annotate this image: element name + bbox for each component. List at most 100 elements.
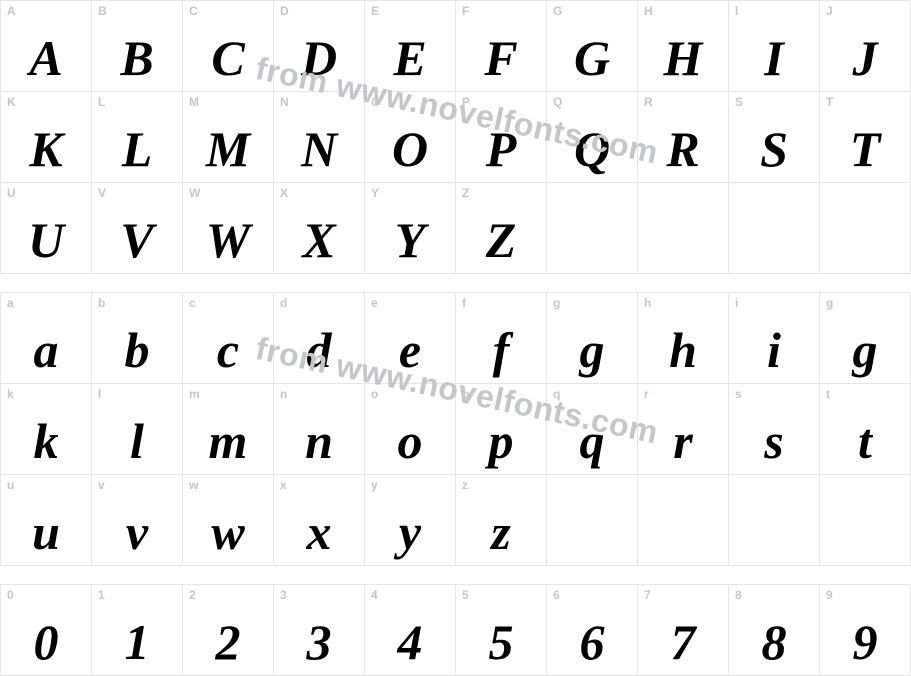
glyph-cell: RR bbox=[638, 92, 729, 183]
lowercase-grid: aabbccddeeffgghhiiggkkllmmnnooppqqrrsstt… bbox=[0, 292, 910, 566]
cell-label: b bbox=[98, 296, 105, 310]
cell-label: r bbox=[644, 387, 649, 401]
cell-label: P bbox=[462, 95, 470, 109]
cell-glyph: F bbox=[456, 33, 546, 83]
cell-label: X bbox=[280, 186, 288, 200]
cell-label: q bbox=[553, 387, 560, 401]
cell-label: g bbox=[553, 296, 560, 310]
cell-glyph: 0 bbox=[1, 617, 91, 667]
cell-glyph: v bbox=[92, 507, 182, 557]
cell-label: d bbox=[280, 296, 287, 310]
cell-glyph: m bbox=[183, 416, 273, 466]
cell-glyph: Q bbox=[547, 124, 637, 174]
cell-glyph: B bbox=[92, 33, 182, 83]
glyph-cell bbox=[729, 183, 820, 274]
cell-glyph: X bbox=[274, 215, 364, 265]
cell-label: N bbox=[280, 95, 289, 109]
glyph-cell: VV bbox=[92, 183, 183, 274]
cell-label: L bbox=[98, 95, 105, 109]
glyph-cell: MM bbox=[183, 92, 274, 183]
cell-label: v bbox=[98, 478, 105, 492]
cell-glyph: 7 bbox=[638, 617, 728, 667]
cell-glyph: 9 bbox=[820, 617, 910, 667]
cell-label: f bbox=[462, 296, 466, 310]
cell-label: 0 bbox=[7, 588, 14, 602]
cell-glyph: i bbox=[729, 325, 819, 375]
cell-glyph: e bbox=[365, 325, 455, 375]
cell-label: 7 bbox=[644, 588, 651, 602]
cell-label: V bbox=[98, 186, 106, 200]
cell-label: n bbox=[280, 387, 287, 401]
glyph-cell: ww bbox=[183, 475, 274, 566]
cell-glyph: k bbox=[1, 416, 91, 466]
cell-label: M bbox=[189, 95, 199, 109]
cell-label: J bbox=[826, 4, 833, 18]
cell-label: g bbox=[826, 296, 833, 310]
glyph-cell: 88 bbox=[729, 585, 820, 676]
cell-label: 3 bbox=[280, 588, 287, 602]
cell-glyph: c bbox=[183, 325, 273, 375]
cell-glyph: T bbox=[820, 124, 910, 174]
cell-glyph: S bbox=[729, 124, 819, 174]
cell-glyph: 8 bbox=[729, 617, 819, 667]
cell-label: G bbox=[553, 4, 562, 18]
font-character-map: AABBCCDDEEFFGGHHIIJJKKLLMMNNOOPPQQRRSSTT… bbox=[0, 0, 911, 676]
glyph-cell bbox=[547, 183, 638, 274]
cell-label: Q bbox=[553, 95, 562, 109]
glyph-cell: 11 bbox=[92, 585, 183, 676]
cell-label: H bbox=[644, 4, 653, 18]
glyph-cell: NN bbox=[274, 92, 365, 183]
glyph-cell: ZZ bbox=[456, 183, 547, 274]
glyph-cell: qq bbox=[547, 384, 638, 475]
glyph-cell: JJ bbox=[820, 1, 911, 92]
cell-glyph: t bbox=[820, 416, 910, 466]
glyph-cell: ll bbox=[92, 384, 183, 475]
cell-label: R bbox=[644, 95, 653, 109]
cell-glyph: 3 bbox=[274, 617, 364, 667]
glyph-cell bbox=[547, 475, 638, 566]
glyph-cell: OO bbox=[365, 92, 456, 183]
glyph-cell: bb bbox=[92, 293, 183, 384]
cell-label: F bbox=[462, 4, 469, 18]
glyph-cell: SS bbox=[729, 92, 820, 183]
cell-glyph: r bbox=[638, 416, 728, 466]
glyph-cell: gg bbox=[547, 293, 638, 384]
glyph-cell: dd bbox=[274, 293, 365, 384]
cell-glyph: u bbox=[1, 507, 91, 557]
glyph-cell: ii bbox=[729, 293, 820, 384]
glyph-cell: AA bbox=[1, 1, 92, 92]
cell-glyph: d bbox=[274, 325, 364, 375]
cell-label: z bbox=[462, 478, 468, 492]
glyph-cell bbox=[820, 183, 911, 274]
glyph-cell bbox=[638, 183, 729, 274]
cell-glyph: 6 bbox=[547, 617, 637, 667]
cell-glyph: Y bbox=[365, 215, 455, 265]
cell-glyph: q bbox=[547, 416, 637, 466]
cell-glyph: w bbox=[183, 507, 273, 557]
cell-glyph: f bbox=[456, 325, 546, 375]
glyph-cell: zz bbox=[456, 475, 547, 566]
glyph-cell: hh bbox=[638, 293, 729, 384]
cell-label: C bbox=[189, 4, 198, 18]
glyph-cell: QQ bbox=[547, 92, 638, 183]
cell-label: Z bbox=[462, 186, 469, 200]
glyph-cell: mm bbox=[183, 384, 274, 475]
cell-glyph: V bbox=[92, 215, 182, 265]
cell-glyph: C bbox=[183, 33, 273, 83]
glyph-cell: DD bbox=[274, 1, 365, 92]
glyph-cell: PP bbox=[456, 92, 547, 183]
cell-glyph: A bbox=[1, 33, 91, 83]
cell-label: h bbox=[644, 296, 651, 310]
cell-label: i bbox=[735, 296, 738, 310]
cell-label: k bbox=[7, 387, 14, 401]
cell-label: p bbox=[462, 387, 469, 401]
cell-glyph: M bbox=[183, 124, 273, 174]
cell-glyph: a bbox=[1, 325, 91, 375]
cell-glyph: J bbox=[820, 33, 910, 83]
glyph-cell: FF bbox=[456, 1, 547, 92]
cell-glyph: g bbox=[820, 325, 910, 375]
cell-glyph: l bbox=[92, 416, 182, 466]
glyph-cell: nn bbox=[274, 384, 365, 475]
cell-label: t bbox=[826, 387, 830, 401]
cell-label: 8 bbox=[735, 588, 742, 602]
